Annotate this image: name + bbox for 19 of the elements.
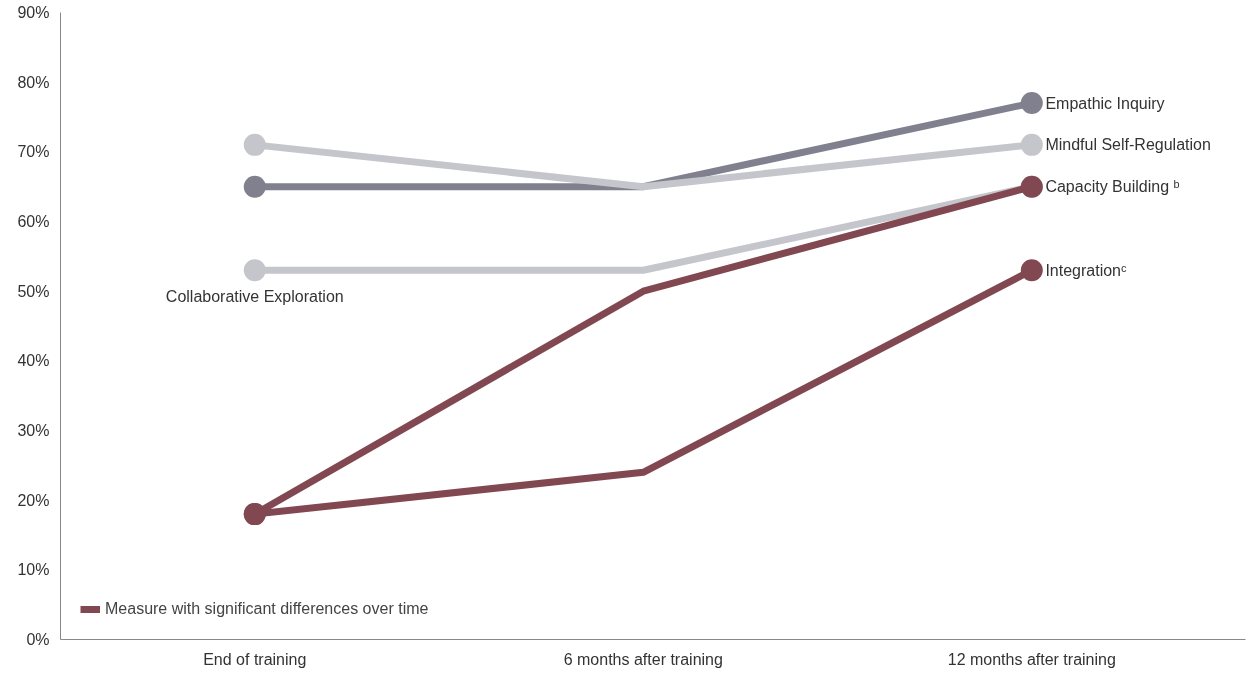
series-label: Collaborative Exploration [165, 287, 344, 305]
y-tick-label: 20% [17, 491, 50, 509]
series-label: Empathic Inquiry [1045, 94, 1165, 112]
y-tick-label: 10% [17, 561, 50, 579]
y-tick-label: 60% [17, 213, 50, 230]
series-label: Integrationᶜ [1045, 261, 1128, 279]
annotation: Measure with significant differences over time [105, 600, 429, 618]
y-tick-label: 70% [17, 143, 50, 161]
x-tick-label: End of training [203, 650, 307, 668]
y-tick-label: 40% [17, 352, 50, 370]
y-tick-label: 30% [17, 422, 50, 439]
y-tick-label: 50% [17, 282, 50, 300]
y-tick-label: 80% [17, 73, 50, 91]
y-tick-label: 90% [17, 4, 50, 21]
series-label: Mindful Self-Regulation [1045, 136, 1211, 154]
x-tick-label: 6 months after training [563, 650, 723, 668]
y-tick-label: 0% [26, 631, 50, 648]
x-tick-label: 12 months after training [947, 650, 1116, 668]
series-label: Capacity Building ᵇ [1045, 178, 1180, 196]
